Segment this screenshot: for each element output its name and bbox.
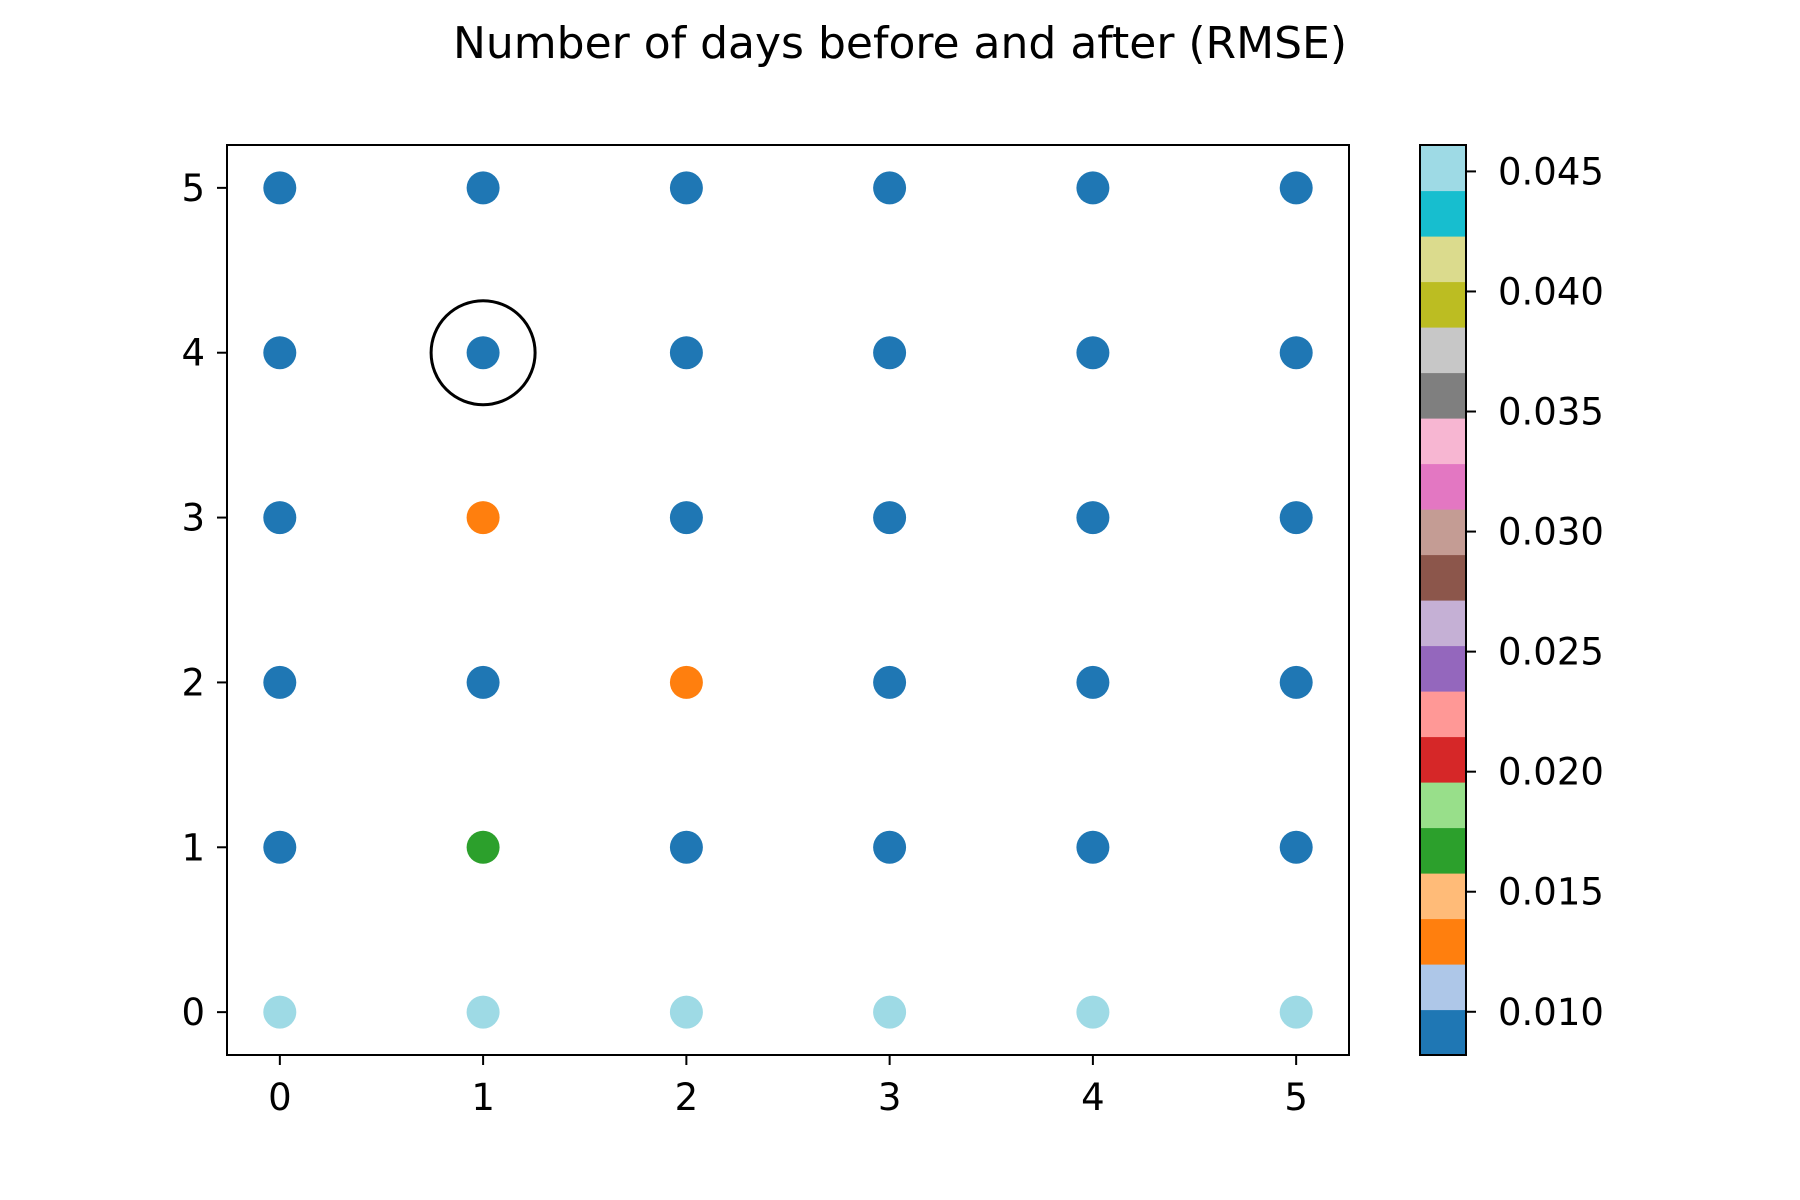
data-point	[263, 171, 297, 205]
colorbar-tick-label: 0.015	[1498, 871, 1604, 914]
colorbar-segment	[1420, 509, 1466, 556]
data-point	[873, 171, 907, 205]
x-tick-label: 1	[471, 1076, 495, 1119]
colorbar-segment	[1420, 190, 1466, 237]
colorbar-segment	[1420, 327, 1466, 374]
colorbar-segment	[1420, 600, 1466, 647]
data-point	[263, 336, 297, 370]
chart-title: Number of days before and after (RMSE)	[453, 18, 1347, 69]
data-point	[1076, 665, 1110, 699]
data-point	[466, 501, 500, 535]
data-point	[873, 336, 907, 370]
colorbar-segment	[1420, 691, 1466, 738]
data-point	[1279, 171, 1313, 205]
data-point	[1076, 995, 1110, 1029]
data-point	[873, 995, 907, 1029]
data-point	[669, 830, 703, 864]
data-point	[1279, 830, 1313, 864]
data-point	[1279, 501, 1313, 535]
data-point	[466, 336, 500, 370]
x-tick-label: 4	[1081, 1076, 1105, 1119]
colorbar-tick-label: 0.020	[1498, 751, 1604, 794]
data-point	[263, 501, 297, 535]
colorbar-segment	[1420, 554, 1466, 601]
data-point	[263, 995, 297, 1029]
data-point	[1076, 830, 1110, 864]
colorbar-tick-label: 0.040	[1498, 270, 1604, 313]
colorbar-segment	[1420, 145, 1466, 192]
data-point	[1279, 995, 1313, 1029]
highlight-circle	[429, 299, 537, 407]
colorbar-segment	[1420, 463, 1466, 510]
axes-frame	[226, 144, 1350, 1056]
colorbar-segment	[1420, 964, 1466, 1011]
data-point	[873, 830, 907, 864]
data-point	[669, 171, 703, 205]
data-point	[466, 995, 500, 1029]
colorbar-frame	[1419, 144, 1467, 1056]
colorbar-tick-label: 0.035	[1498, 391, 1604, 434]
data-point	[1076, 336, 1110, 370]
y-tick-label: 5	[181, 167, 205, 210]
data-point	[1076, 501, 1110, 535]
y-tick-label: 0	[181, 991, 205, 1034]
data-point	[1076, 171, 1110, 205]
x-axis: 0 1 2 3 4 5	[268, 1055, 1308, 1119]
colorbar: 0.010 0.015 0.020 0.025 0.030 0.035 0.040 0.045	[1419, 144, 1604, 1056]
y-tick-label: 3	[181, 497, 205, 540]
colorbar-segment	[1420, 918, 1466, 965]
x-tick-label: 0	[268, 1076, 292, 1119]
colorbar-segment	[1420, 418, 1466, 465]
y-tick-label: 1	[181, 826, 205, 869]
colorbar-tick-label: 0.025	[1498, 631, 1604, 674]
colorbar-segment	[1420, 827, 1466, 874]
data-point	[263, 830, 297, 864]
data-point	[669, 995, 703, 1029]
y-tick-label: 2	[181, 661, 205, 704]
colorbar-tick-label: 0.010	[1498, 991, 1604, 1034]
data-point	[1279, 665, 1313, 699]
colorbar-tick-label: 0.045	[1498, 150, 1604, 193]
data-point	[466, 171, 500, 205]
colorbar-segment	[1420, 281, 1466, 328]
colorbar-segment	[1420, 873, 1466, 920]
plot-area	[263, 171, 1313, 1029]
data-point	[669, 336, 703, 370]
colorbar-segment	[1420, 372, 1466, 419]
colorbar-segment	[1420, 1009, 1466, 1056]
data-point	[873, 665, 907, 699]
data-point	[873, 501, 907, 535]
colorbar-segment	[1420, 645, 1466, 692]
data-point	[1279, 336, 1313, 370]
data-point	[669, 665, 703, 699]
y-axis: 0 1 2 3 4 5	[181, 167, 227, 1034]
x-tick-label: 5	[1284, 1076, 1308, 1119]
colorbar-tick-label: 0.030	[1498, 511, 1604, 554]
y-tick-label: 4	[181, 332, 205, 375]
data-point	[263, 665, 297, 699]
data-point	[466, 830, 500, 864]
colorbar-segment	[1420, 782, 1466, 829]
colorbar-segment	[1420, 236, 1466, 283]
data-point	[669, 501, 703, 535]
data-point	[466, 665, 500, 699]
x-tick-label: 3	[878, 1076, 902, 1119]
x-tick-label: 2	[675, 1076, 699, 1119]
colorbar-segment	[1420, 736, 1466, 783]
